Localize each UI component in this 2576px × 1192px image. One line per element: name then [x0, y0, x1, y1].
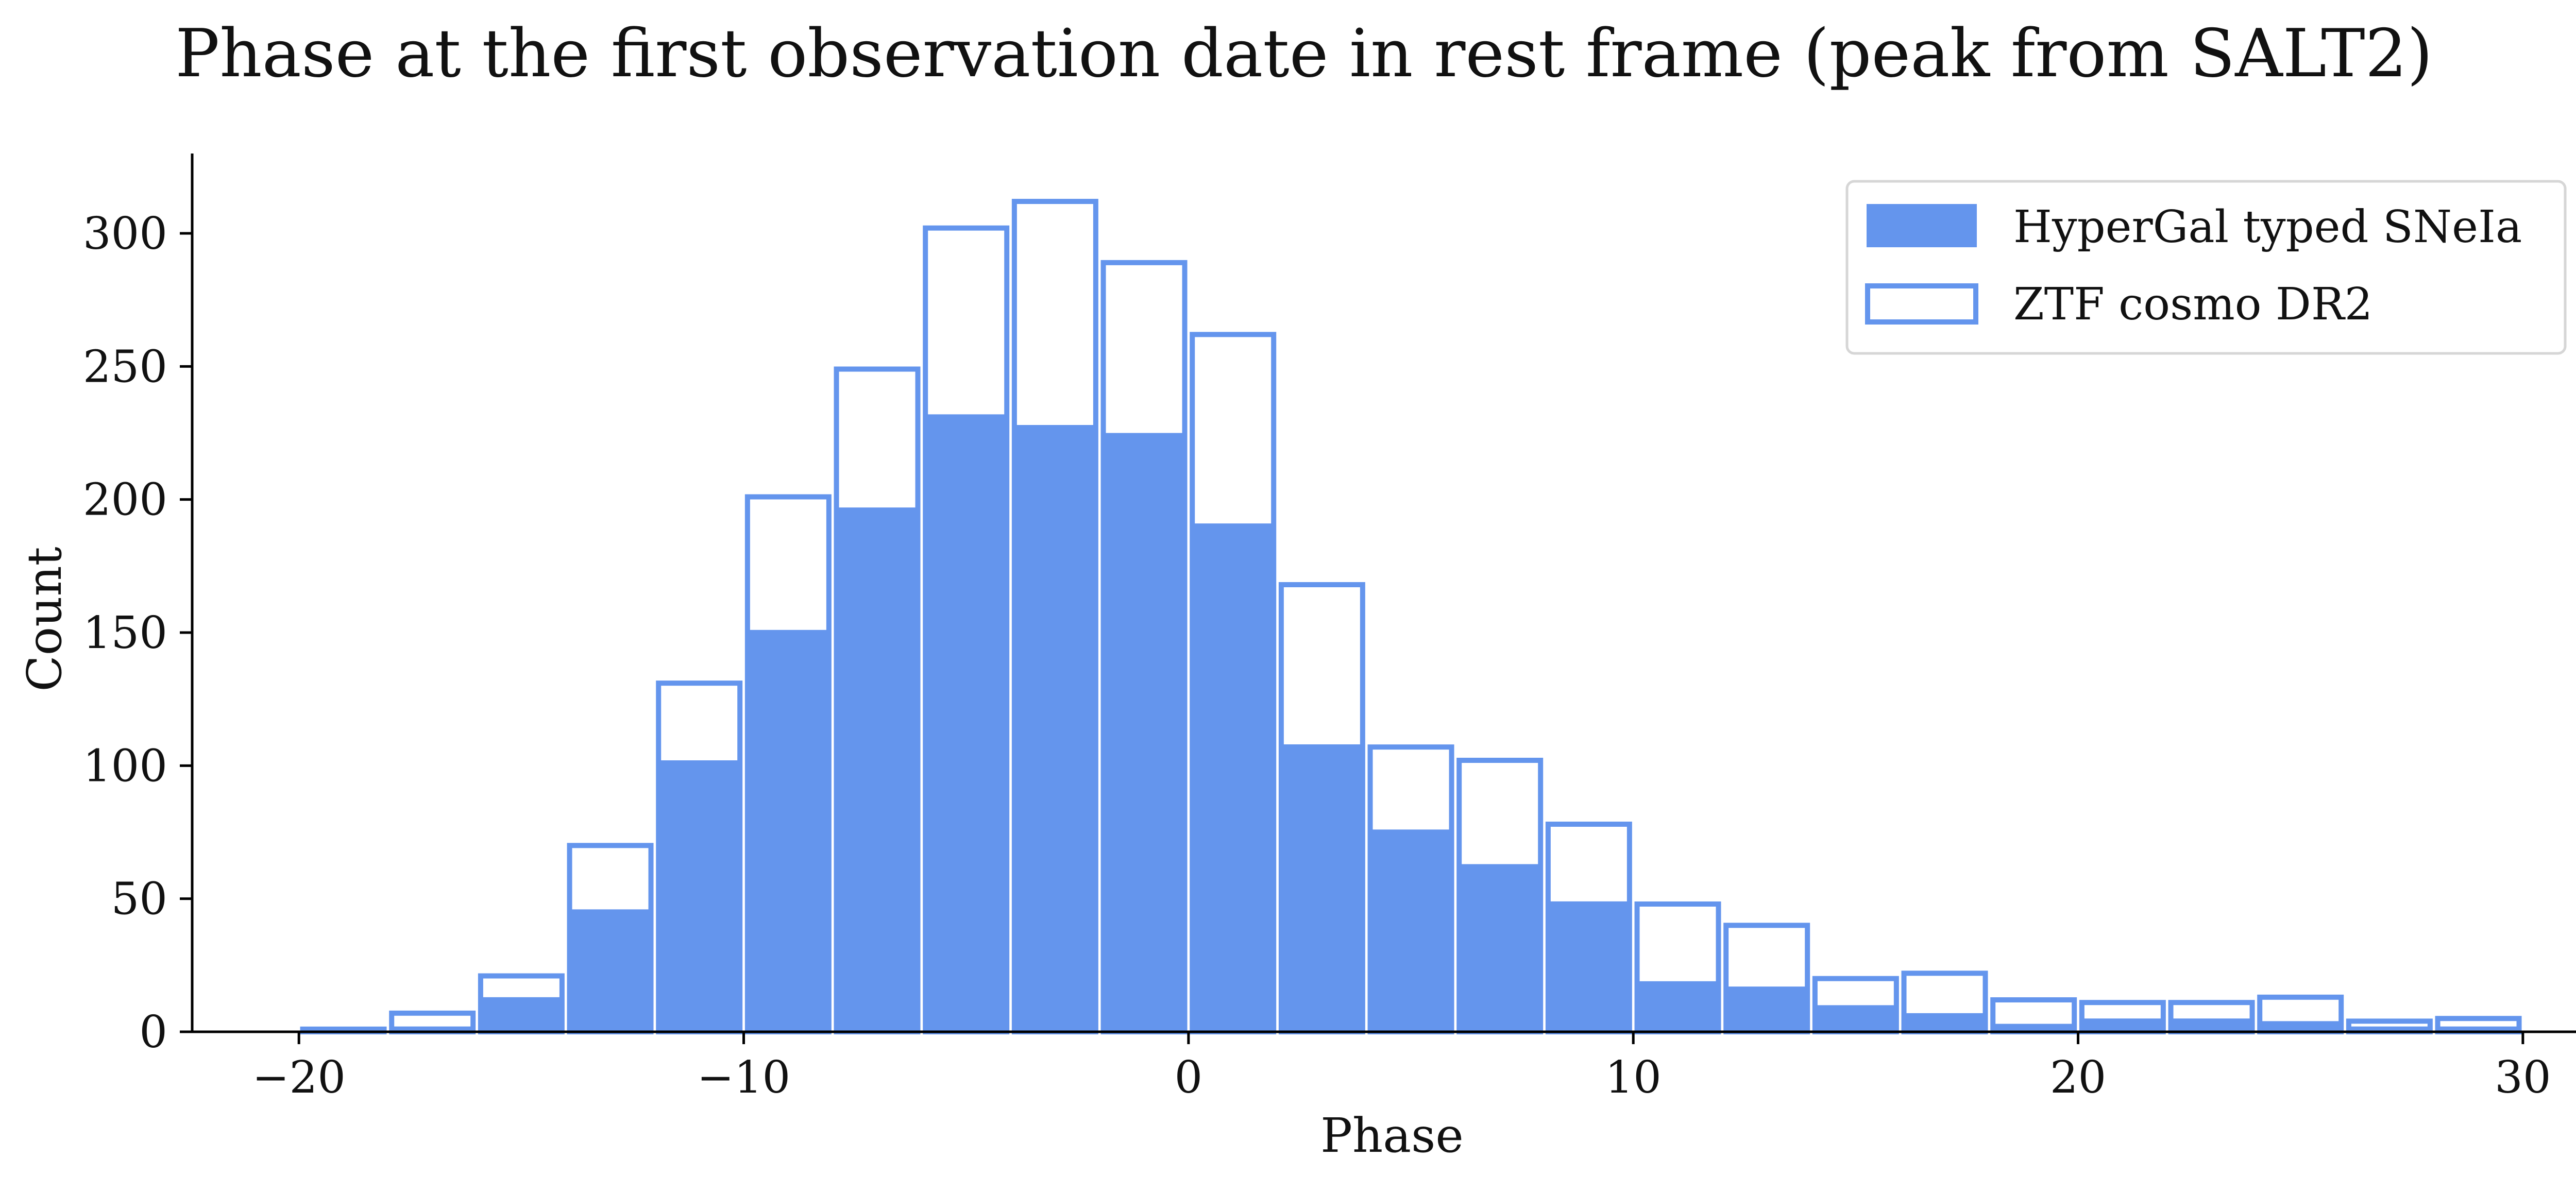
bar-filled-8 — [1014, 425, 1096, 1032]
y-tick-label-6: 300 — [83, 208, 167, 260]
bar-filled-5 — [747, 629, 829, 1032]
y-axis-title: Count — [17, 547, 72, 691]
bar-filled-3 — [569, 909, 651, 1032]
x-ticks-group: −20 −10 0 10 20 30 — [252, 1032, 2551, 1103]
y-tick-label-1: 50 — [111, 874, 167, 925]
bar-filled-16 — [1726, 986, 1808, 1032]
bar-filled-17 — [1815, 1005, 1896, 1032]
bar-filled-4 — [658, 760, 740, 1032]
bar-filled-7 — [925, 414, 1007, 1032]
bar-filled-18 — [1904, 1013, 1986, 1032]
bar-filled-13 — [1459, 864, 1541, 1032]
legend-swatch-outline — [1865, 283, 1978, 325]
y-tick-label-3: 150 — [83, 607, 167, 659]
bar-filled-12 — [1370, 829, 1452, 1032]
bar-filled-2 — [480, 997, 562, 1032]
legend-label-outline: ZTF cosmo DR2 — [2013, 279, 2372, 330]
chart-title: Phase at the first observation date in r… — [175, 15, 2433, 92]
y-tick-label-0: 0 — [139, 1007, 167, 1058]
x-tick-label-0: −20 — [252, 1052, 346, 1103]
x-tick-label-5: 30 — [2495, 1052, 2551, 1103]
bar-outline-24 — [2435, 1016, 2522, 1034]
bar-filled-23 — [2348, 1026, 2430, 1032]
x-tick-label-2: 0 — [1175, 1052, 1203, 1103]
bar-filled-10 — [1192, 523, 1274, 1032]
legend: HyperGal typed SNeIa ZTF cosmo DR2 — [1845, 180, 2567, 355]
bar-filled-11 — [1281, 744, 1363, 1032]
x-axis-title: Phase — [1320, 1108, 1464, 1163]
bar-filled-22 — [2260, 1021, 2342, 1032]
bar-filled-14 — [1548, 901, 1630, 1032]
legend-label-filled: HyperGal typed SNeIa — [2013, 201, 2522, 253]
y-tick-label-5: 250 — [83, 341, 167, 393]
legend-frame — [1845, 180, 2567, 355]
filled-bars-group — [392, 414, 2519, 1032]
x-tick-label-1: −10 — [697, 1052, 791, 1103]
x-tick-label-4: 20 — [2050, 1052, 2106, 1103]
bar-filled-9 — [1103, 433, 1185, 1032]
bar-filled-15 — [1637, 981, 1719, 1032]
y-tick-label-2: 100 — [83, 740, 167, 792]
bar-filled-6 — [836, 507, 918, 1032]
legend-swatch-filled — [1867, 204, 1977, 247]
bar-filled-24 — [2437, 1026, 2519, 1032]
bar-filled-1 — [392, 1026, 473, 1032]
y-ticks-group: 0 50 100 150 200 250 300 — [83, 208, 192, 1058]
x-tick-label-3: 10 — [1605, 1052, 1661, 1103]
y-tick-label-4: 200 — [83, 474, 167, 526]
